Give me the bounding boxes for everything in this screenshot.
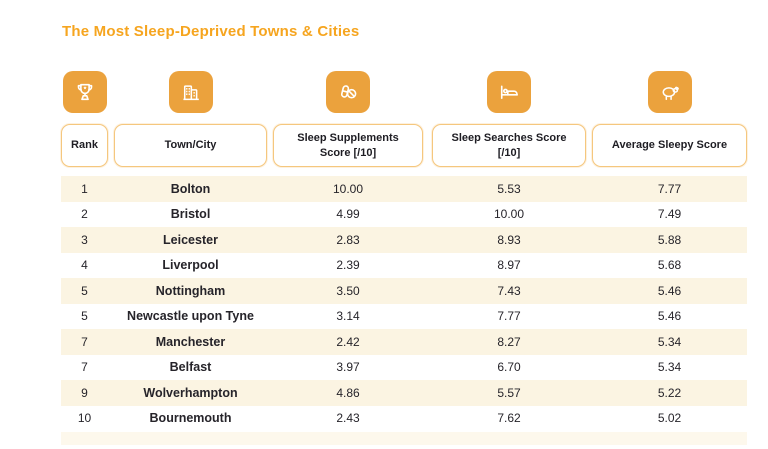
cell-town: Newcastle upon Tyne [127,309,254,324]
cell-searches: 8.97 [497,258,521,273]
cell-town: Manchester [155,334,226,349]
column-header-searches: Sleep Searches Score [/10] [432,124,586,167]
cell-supplements: 4.86 [336,385,360,400]
city-buildings-icon [168,71,213,113]
table-row: 2 Bristol 4.99 10.00 7.49 [61,202,747,228]
cell-rank: 5 [81,309,88,324]
cell-rank: 2 [81,207,88,222]
icon-cell-supplements [273,71,423,113]
icon-cell-average [592,71,747,113]
cell-supplements: 2.42 [336,334,360,349]
cell-searches: 10.00 [493,207,525,222]
cell-supplements: 2.83 [336,232,360,247]
column-header-average: Average Sleepy Score [592,124,747,167]
cell-average: 5.34 [657,334,682,349]
cell-searches: 7.43 [497,283,521,298]
cell-supplements: 10.00 [332,181,364,196]
cell-town: Nottingham [155,283,226,298]
sleep-table: Rank Town/City Sleep Supplements Score [… [61,71,747,445]
trophy-icon [62,71,107,113]
cell-town: Bournemouth [149,411,232,426]
cell-rank: 3 [81,232,88,247]
column-header-town: Town/City [114,124,267,167]
partial-row-stripe [61,432,747,445]
cell-town: Liverpool [162,258,219,273]
icon-cell-searches [432,71,586,113]
cell-supplements: 2.43 [336,411,360,426]
table-row: 7 Belfast 3.97 6.70 5.34 [61,355,747,381]
cell-average: 5.02 [657,411,682,426]
table-row: 10 Bournemouth 2.43 7.62 5.02 [61,406,747,432]
table-row: 5 Nottingham 3.50 7.43 5.46 [61,278,747,304]
column-icons-row [61,71,747,113]
icon-cell-town [114,71,267,113]
sheep-icon [647,71,692,113]
table-header-row: Rank Town/City Sleep Supplements Score [… [61,124,747,167]
cell-searches: 7.77 [497,309,521,324]
table-row: 3 Leicester 2.83 8.93 5.88 [61,227,747,253]
cell-average: 7.49 [657,207,682,222]
table-row: 4 Liverpool 2.39 8.97 5.68 [61,253,747,279]
table-row: 9 Wolverhampton 4.86 5.57 5.22 [61,380,747,406]
cell-rank: 9 [81,385,88,400]
column-header-rank: Rank [61,124,108,167]
cell-town: Belfast [169,360,212,375]
cell-town: Wolverhampton [143,385,238,400]
cell-searches: 6.70 [497,360,521,375]
cell-supplements: 3.97 [336,360,360,375]
cell-average: 5.46 [657,283,682,298]
cell-supplements: 3.14 [336,309,360,324]
bed-icon [487,71,531,113]
cell-searches: 8.93 [497,232,521,247]
cell-supplements: 3.50 [336,283,360,298]
cell-town: Leicester [163,232,218,247]
cell-rank: 4 [81,258,88,273]
cell-average: 5.88 [657,232,682,247]
cell-average: 5.68 [657,258,682,273]
table-row: 5 Newcastle upon Tyne 3.14 7.77 5.46 [61,304,747,330]
cell-rank: 10 [77,411,92,426]
page-title: The Most Sleep-Deprived Towns & Cities [62,23,360,40]
cell-rank: 7 [81,334,88,349]
table-row: 7 Manchester 2.42 8.27 5.34 [61,329,747,355]
cell-searches: 5.53 [497,181,521,196]
cell-supplements: 4.99 [336,207,360,222]
cell-searches: 8.27 [497,334,521,349]
cell-supplements: 2.39 [336,258,360,273]
cell-town: Bolton [170,181,211,196]
cell-rank: 5 [81,283,88,298]
table-row: 1 Bolton 10.00 5.53 7.77 [61,176,747,202]
table-body: 1 Bolton 10.00 5.53 7.77 2 Bristol 4.99 10.00 7.4… [61,176,747,431]
cell-searches: 7.62 [497,411,521,426]
cell-rank: 1 [81,181,88,196]
cell-searches: 5.57 [497,385,521,400]
column-header-supplements: Sleep Supplements Score [/10] [273,124,423,167]
cell-average: 5.46 [657,309,682,324]
icon-cell-rank [61,71,108,113]
cell-average: 7.77 [657,181,682,196]
cell-rank: 7 [81,360,88,375]
cell-average: 5.22 [657,385,682,400]
cell-town: Bristol [170,207,211,222]
pills-icon [326,71,370,113]
cell-average: 5.34 [657,360,682,375]
